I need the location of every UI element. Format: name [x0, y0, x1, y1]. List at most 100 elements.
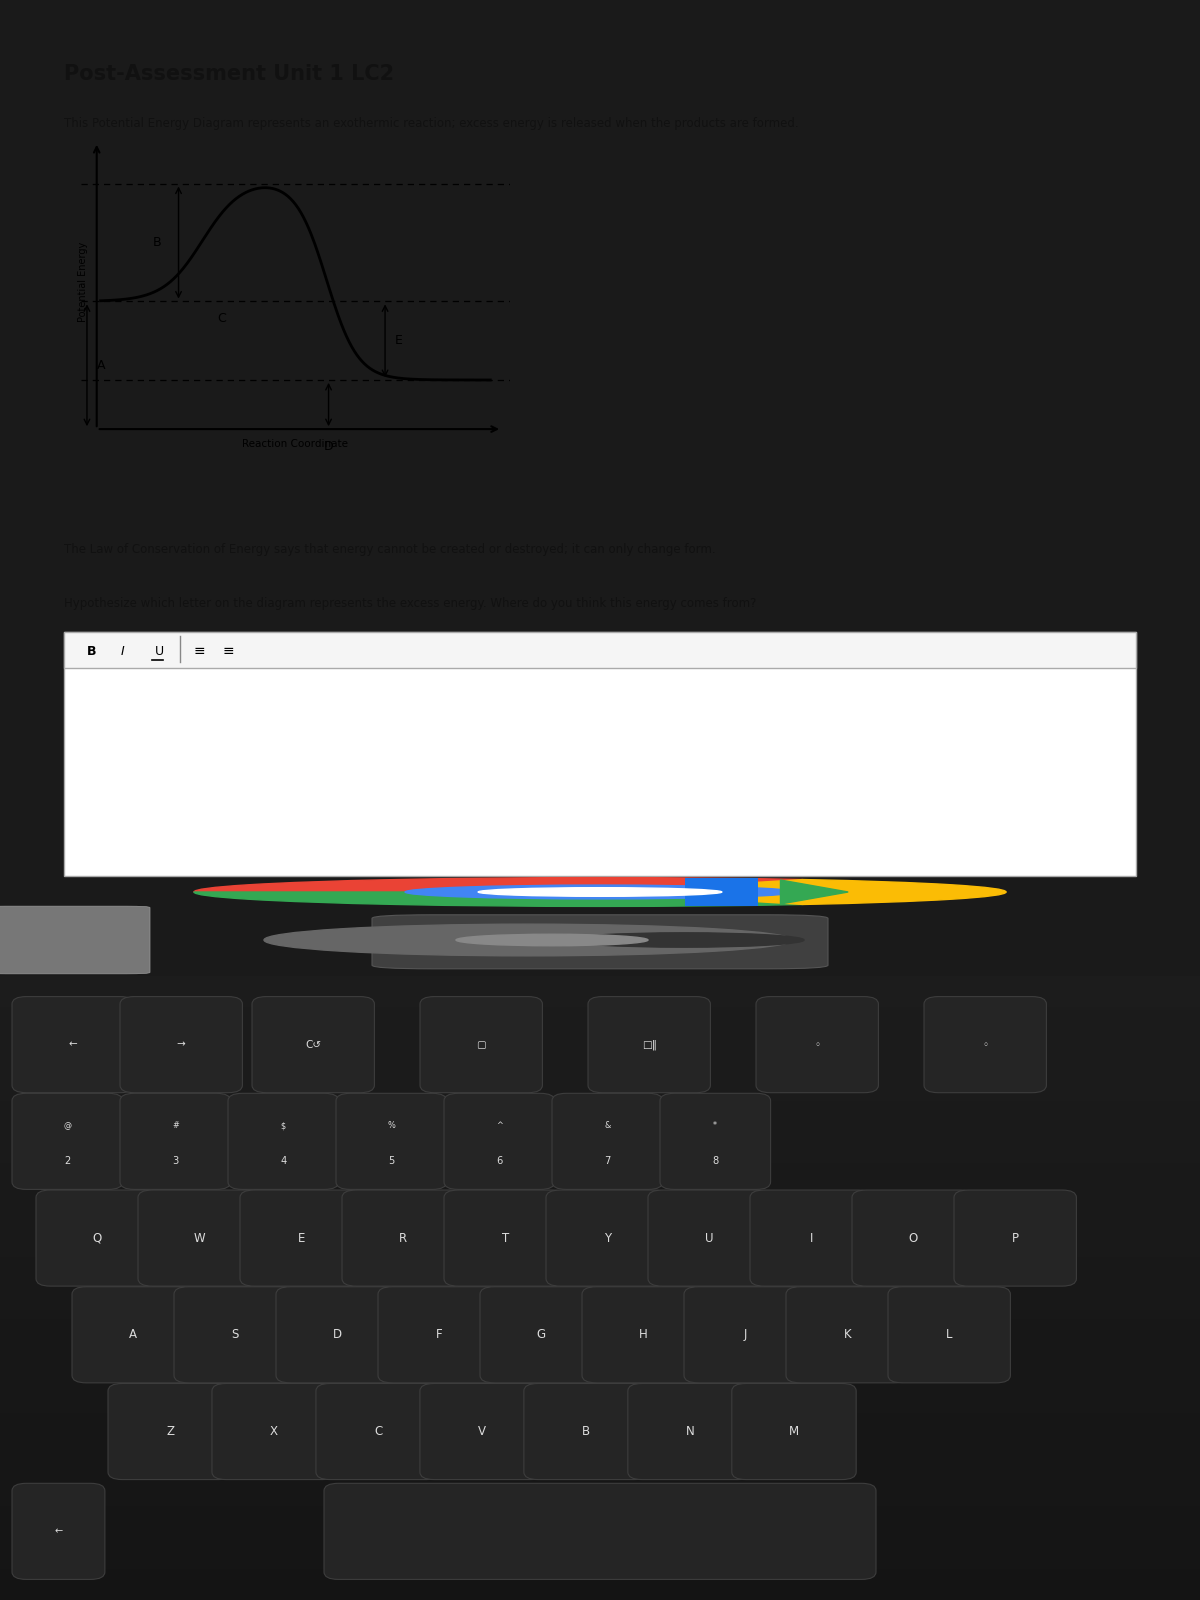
FancyBboxPatch shape	[924, 997, 1046, 1093]
Polygon shape	[780, 880, 848, 904]
Text: 4: 4	[280, 1155, 287, 1165]
FancyBboxPatch shape	[684, 878, 758, 906]
Text: U: U	[704, 1232, 714, 1245]
Text: @: @	[64, 1122, 71, 1130]
FancyBboxPatch shape	[0, 1163, 1200, 1194]
Text: The Law of Conservation of Energy says that energy cannot be created or destroye: The Law of Conservation of Energy says t…	[65, 544, 716, 557]
Text: Q: Q	[92, 1232, 102, 1245]
Text: ◦: ◦	[982, 1040, 989, 1050]
FancyBboxPatch shape	[444, 1190, 566, 1286]
FancyBboxPatch shape	[0, 1475, 1200, 1507]
Text: M: M	[788, 1426, 799, 1438]
Text: □‖: □‖	[642, 1040, 656, 1050]
FancyBboxPatch shape	[524, 1384, 648, 1480]
FancyBboxPatch shape	[12, 997, 134, 1093]
FancyBboxPatch shape	[372, 915, 828, 968]
Text: Potential Energy: Potential Energy	[78, 242, 88, 322]
FancyBboxPatch shape	[0, 1258, 1200, 1288]
Text: G: G	[536, 1328, 546, 1341]
Text: ^: ^	[496, 1122, 503, 1130]
FancyBboxPatch shape	[0, 1288, 1200, 1318]
FancyBboxPatch shape	[546, 1190, 668, 1286]
Text: Post-Assessment Unit 1 LC2: Post-Assessment Unit 1 LC2	[65, 64, 395, 83]
FancyBboxPatch shape	[240, 1190, 362, 1286]
Circle shape	[406, 885, 794, 899]
Text: C: C	[374, 1426, 383, 1438]
FancyBboxPatch shape	[252, 997, 374, 1093]
Text: B: B	[86, 645, 96, 658]
FancyBboxPatch shape	[0, 1226, 1200, 1258]
FancyBboxPatch shape	[660, 1093, 770, 1189]
FancyBboxPatch shape	[0, 1443, 1200, 1475]
FancyBboxPatch shape	[0, 1568, 1200, 1600]
FancyBboxPatch shape	[65, 632, 1135, 667]
FancyBboxPatch shape	[954, 1190, 1076, 1286]
FancyBboxPatch shape	[888, 1286, 1010, 1382]
Text: B: B	[152, 237, 162, 250]
FancyBboxPatch shape	[0, 1413, 1200, 1443]
Text: U: U	[155, 645, 163, 658]
Circle shape	[456, 934, 648, 946]
FancyBboxPatch shape	[420, 997, 542, 1093]
Text: ←: ←	[54, 1526, 62, 1536]
Text: H: H	[638, 1328, 648, 1341]
Text: T: T	[502, 1232, 509, 1245]
Text: N: N	[685, 1426, 695, 1438]
Text: #: #	[172, 1122, 179, 1130]
Text: X: X	[270, 1426, 278, 1438]
FancyBboxPatch shape	[174, 1286, 296, 1382]
FancyBboxPatch shape	[212, 1384, 336, 1480]
Text: 8: 8	[712, 1155, 719, 1165]
FancyBboxPatch shape	[378, 1286, 500, 1382]
Text: Reaction Coordinate: Reaction Coordinate	[242, 438, 348, 450]
Text: 6: 6	[496, 1155, 503, 1165]
Text: O: O	[908, 1232, 918, 1245]
FancyBboxPatch shape	[0, 1194, 1200, 1226]
FancyBboxPatch shape	[0, 1507, 1200, 1538]
FancyBboxPatch shape	[0, 1133, 1200, 1163]
Text: W: W	[193, 1232, 205, 1245]
FancyBboxPatch shape	[36, 1190, 158, 1286]
FancyBboxPatch shape	[786, 1286, 908, 1382]
Text: Z: Z	[166, 1426, 174, 1438]
FancyBboxPatch shape	[684, 1286, 806, 1382]
Circle shape	[564, 933, 804, 947]
Text: E: E	[395, 334, 403, 347]
FancyBboxPatch shape	[0, 1382, 1200, 1413]
FancyBboxPatch shape	[138, 1190, 260, 1286]
FancyBboxPatch shape	[0, 1038, 1200, 1069]
FancyBboxPatch shape	[0, 1318, 1200, 1350]
Text: ≡: ≡	[222, 645, 234, 658]
Text: ▢: ▢	[476, 1040, 486, 1050]
FancyBboxPatch shape	[444, 1093, 554, 1189]
FancyBboxPatch shape	[276, 1286, 398, 1382]
FancyBboxPatch shape	[336, 1093, 446, 1189]
Text: Y: Y	[604, 1232, 611, 1245]
Circle shape	[264, 925, 792, 955]
Text: I: I	[120, 645, 125, 658]
Text: ◦: ◦	[814, 1040, 821, 1050]
Text: D: D	[324, 440, 334, 453]
Wedge shape	[600, 880, 1006, 904]
FancyBboxPatch shape	[0, 1008, 1200, 1038]
Text: This Potential Energy Diagram represents an exothermic reaction; excess energy i: This Potential Energy Diagram represents…	[65, 117, 799, 130]
FancyBboxPatch shape	[0, 1350, 1200, 1382]
Text: 2: 2	[64, 1155, 71, 1165]
FancyBboxPatch shape	[0, 1101, 1200, 1133]
FancyBboxPatch shape	[750, 1190, 872, 1286]
Text: C: C	[217, 312, 226, 325]
Text: D: D	[332, 1328, 342, 1341]
FancyBboxPatch shape	[316, 1384, 440, 1480]
FancyBboxPatch shape	[120, 1093, 230, 1189]
Text: Hypothesize which letter on the diagram represents the excess energy. Where do y: Hypothesize which letter on the diagram …	[65, 597, 756, 610]
FancyBboxPatch shape	[0, 906, 150, 974]
Text: F: F	[436, 1328, 443, 1341]
Text: 3: 3	[172, 1155, 179, 1165]
FancyBboxPatch shape	[65, 632, 1135, 877]
Text: R: R	[400, 1232, 407, 1245]
Text: E: E	[298, 1232, 305, 1245]
FancyBboxPatch shape	[324, 1483, 876, 1579]
FancyBboxPatch shape	[342, 1190, 464, 1286]
Text: *: *	[713, 1122, 718, 1130]
Text: ←: ←	[68, 1040, 78, 1050]
